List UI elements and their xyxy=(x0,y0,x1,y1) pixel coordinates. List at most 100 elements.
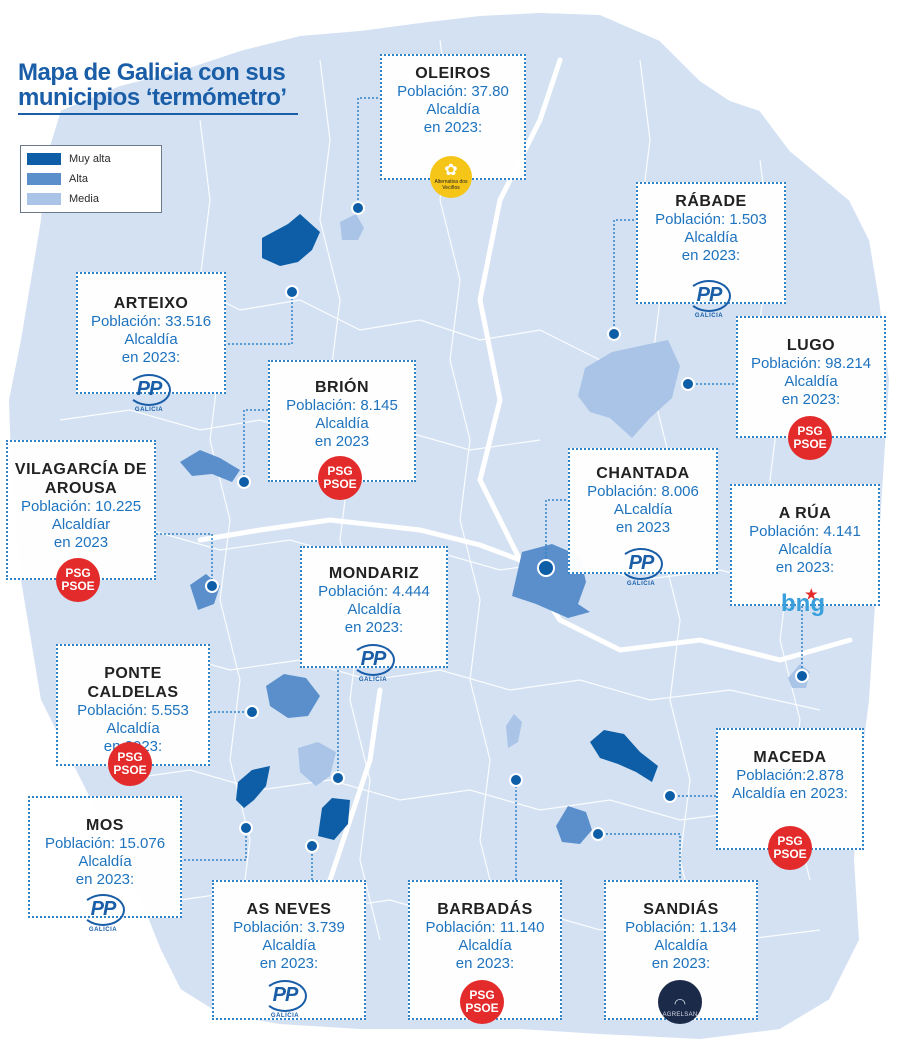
rivers xyxy=(197,57,853,883)
region-alta-vilagarcia xyxy=(180,450,240,482)
mayor-label: Alcaldía xyxy=(262,937,316,954)
region-media-barbadas xyxy=(506,714,522,748)
legend-swatch xyxy=(27,193,61,205)
region-alta-pontecaldelas xyxy=(266,674,320,718)
mayor-year: en 2023: xyxy=(781,391,841,408)
logo-text: PP xyxy=(272,984,299,1006)
mayor-label: Alcaldía xyxy=(458,937,512,954)
logo-text: PSG xyxy=(469,988,495,1002)
marker-brion xyxy=(237,475,251,489)
logo-text: PSG xyxy=(797,424,823,438)
municipality-name: MOS xyxy=(86,817,124,834)
mayor-label: Alcaldía xyxy=(784,373,838,390)
mayor-year: en 2023 xyxy=(615,519,671,536)
municipality-name: A RÚA xyxy=(778,505,832,522)
region-media-lugo xyxy=(578,340,680,438)
mayor-year: en 2023: xyxy=(75,871,135,888)
municipality-name: AS NEVES xyxy=(246,901,332,918)
municipality-name: PONTE CALDELAS xyxy=(87,665,179,701)
legend-item-alta: Alta xyxy=(27,172,88,186)
population: Población: 33.516 xyxy=(90,313,212,330)
marker-barbadas xyxy=(509,773,523,787)
mayor-label: Alcaldía xyxy=(315,415,369,432)
marker-chantada xyxy=(537,559,555,577)
region-muy-alta-mos xyxy=(236,766,270,808)
marker-arteixo xyxy=(285,285,299,299)
mayor-label: Alcaldía xyxy=(124,331,178,348)
marker-sandias xyxy=(591,827,605,841)
logo-text: PP xyxy=(696,284,723,306)
municipality-name: ARTEIXO xyxy=(113,295,189,312)
population: Población: 5.553 xyxy=(77,702,189,719)
logo-text: PSG xyxy=(117,750,143,764)
population: Población: 10.225 xyxy=(20,498,142,515)
marker-rabade xyxy=(607,327,621,341)
mayor-label: Alcaldía xyxy=(347,601,401,618)
population: Población: 8.145 xyxy=(286,397,398,414)
psg-psoe-logo: PSG PSOE xyxy=(108,742,152,786)
mayor-label: Alcaldía xyxy=(778,541,832,558)
population: Población: 37.80 xyxy=(397,83,509,100)
agrelsan-logo: ◠ AGRELSAN xyxy=(658,980,702,1024)
map-title-line2: municipios ‘termómetro’ xyxy=(18,84,287,111)
title-underline xyxy=(18,113,298,115)
municipality-name: RÁBADE xyxy=(675,193,747,210)
psg-psoe-logo: PSG PSOE xyxy=(768,826,812,870)
municipality-name: LUGO xyxy=(786,337,836,354)
logo-text: PP xyxy=(360,648,387,670)
marker-mos xyxy=(239,821,253,835)
legend-item-muy-alta: Muy alta xyxy=(27,152,111,166)
location-markers xyxy=(205,201,809,853)
logo-text: PSOE xyxy=(773,847,807,861)
pp-mark: PP xyxy=(687,280,731,312)
logo-text: PP xyxy=(628,552,655,574)
mayor-year: en 2023: xyxy=(423,119,483,136)
marker-vilagarcia xyxy=(205,579,219,593)
pp-mark: PP xyxy=(351,644,395,676)
psg-psoe-logo: PSG PSOE xyxy=(788,416,832,460)
municipality-name: MACEDA xyxy=(753,749,827,766)
region-alta-sandias xyxy=(556,806,592,844)
population: Población: 15.076 xyxy=(44,835,166,852)
municipality-name-line2: AROUSA xyxy=(44,480,118,497)
legend: Muy alta Alta Media xyxy=(20,145,162,213)
callout-arua: A RÚA Población: 4.141 Alcaldía en 2023: xyxy=(730,484,880,606)
legend-label: Muy alta xyxy=(69,153,111,165)
pp-mark: PP xyxy=(619,548,663,580)
logo-text: PSG xyxy=(777,834,803,848)
legend-label: Alta xyxy=(69,173,88,185)
logo-text: PSOE xyxy=(465,1001,499,1015)
marker-asneves xyxy=(305,839,319,853)
mayor-label: Alcaldía xyxy=(684,229,738,246)
mayor-year: en 2023: xyxy=(344,619,404,636)
municipality-name: BARBADÁS xyxy=(437,901,533,918)
logo-text: PSOE xyxy=(323,477,357,491)
logo-text: PSOE xyxy=(61,579,95,593)
flower-icon: ✿ xyxy=(444,162,458,179)
pp-mark: PP xyxy=(127,374,171,406)
callout-vilagarcia: VILAGARCÍA DE AROUSA Población: 10.225 A… xyxy=(6,440,156,580)
logo-text: bng xyxy=(781,590,825,617)
municipality-name: VILAGARCÍA DE xyxy=(14,461,148,478)
population: Población: 1.503 xyxy=(655,211,767,228)
population: Población: 8.006 xyxy=(587,483,699,500)
logo-text: AGRELSAN xyxy=(662,1012,698,1018)
mayor-year: en 2023: xyxy=(651,955,711,972)
municipality-name: OLEIROS xyxy=(415,65,491,82)
mayor-year: en 2023: xyxy=(121,349,181,366)
swirl-icon: ◠ xyxy=(673,995,687,1011)
pp-galicia-logo: PP GALICIA xyxy=(350,644,396,684)
population: Población: 3.739 xyxy=(233,919,345,936)
mayor-label: Alcaldía xyxy=(654,937,708,954)
logo-subtext: GALICIA xyxy=(626,581,656,587)
logo-subtext: GALICIA xyxy=(694,313,724,319)
municipality-name: CHANTADA xyxy=(596,465,690,482)
alternativa-veciños-logo: ✿ Alternativa dos Veciños xyxy=(430,156,472,198)
mayor-year: en 2023: xyxy=(259,955,319,972)
region-media-oleiros xyxy=(340,214,364,240)
map-title: Mapa de Galicia con sus municipios ‘term… xyxy=(18,60,287,110)
legend-swatch xyxy=(27,153,61,165)
marker-oleiros xyxy=(351,201,365,215)
region-muy-alta-maceda xyxy=(590,730,658,782)
logo-subtext: GALICIA xyxy=(88,927,118,933)
